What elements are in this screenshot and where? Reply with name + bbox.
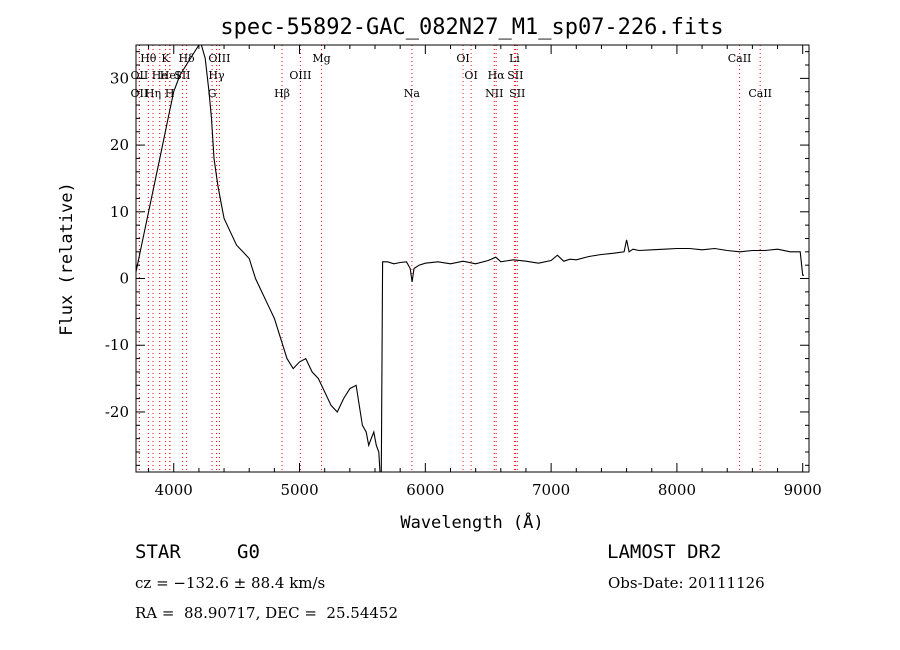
spectral-line-label: HeI	[160, 69, 180, 82]
spectral-line-label: Hη	[145, 87, 161, 100]
plot-area: 4000 5000 6000 7000 8000 9000 -20 -10 0 10 20 30 Hθ K…	[105, 44, 822, 499]
x-tick-label: 5000	[280, 481, 318, 499]
y-tick-label: -10	[105, 336, 129, 354]
spectral-line-label: Hβ	[274, 87, 290, 100]
x-tick-label: 8000	[658, 481, 696, 499]
spectral-line-label: SII	[174, 69, 190, 82]
spectral-line-label: Hδ	[178, 52, 195, 65]
x-tick-label: 6000	[406, 481, 444, 499]
spectral-line-label: Mg	[312, 52, 330, 65]
spectral-line-label: Hθ	[140, 52, 157, 65]
object-subclass: G0	[237, 541, 260, 563]
x-tick-label: 4000	[155, 481, 193, 499]
y-tick-label: 20	[110, 136, 129, 154]
y-tick-label: 10	[110, 203, 129, 221]
obs-date: Obs-Date: 20111126	[608, 574, 765, 592]
redshift-readout: cz = −132.6 ± 88.4 km/s	[135, 574, 326, 592]
chart-title: spec-55892-GAC_082N27_M1_sp07-226.fits	[220, 15, 723, 40]
spectral-line-label: He	[152, 69, 168, 82]
spectral-line-label: NII	[485, 87, 503, 100]
object-class: STAR	[135, 541, 181, 563]
spectrum-series-line	[136, 45, 804, 472]
spectral-line-label: OI	[456, 52, 469, 65]
spectral-line-label: CaII	[728, 52, 752, 65]
spectral-line-label: Na	[404, 87, 421, 100]
spectral-line-label: SII	[509, 87, 525, 100]
spectral-line-label: H	[165, 87, 175, 100]
spectral-line-label: OII	[131, 87, 149, 100]
spectral-line-label: CaII	[748, 87, 772, 100]
survey-name: LAMOST DR2	[607, 541, 722, 563]
spectral-line-label: K	[161, 52, 170, 65]
spectral-line-label: OIII	[289, 69, 311, 82]
spectral-line-label: Hα	[488, 69, 506, 82]
spectral-line-label: Li	[509, 52, 520, 65]
spectral-line-label: OII	[131, 69, 149, 82]
coordinates: RA = 88.90717, DEC = 25.54452	[135, 604, 399, 622]
spectral-line-label: OI	[464, 69, 477, 82]
plot-frame	[135, 44, 810, 473]
y-tick-label: 0	[119, 270, 129, 288]
spectral-line-label: G	[208, 87, 217, 100]
spectral-line-label: OIII	[208, 52, 230, 65]
y-tick-label: -20	[105, 403, 129, 421]
spectral-line-label: SII	[507, 69, 523, 82]
spectral-line-label: Hγ	[208, 69, 225, 82]
x-axis-label: Wavelength (Å)	[400, 511, 543, 533]
y-axis-label: Flux (relative)	[57, 182, 77, 336]
x-tick-label: 7000	[532, 481, 570, 499]
y-tick-label: 30	[110, 69, 129, 87]
x-tick-label: 9000	[784, 481, 822, 499]
